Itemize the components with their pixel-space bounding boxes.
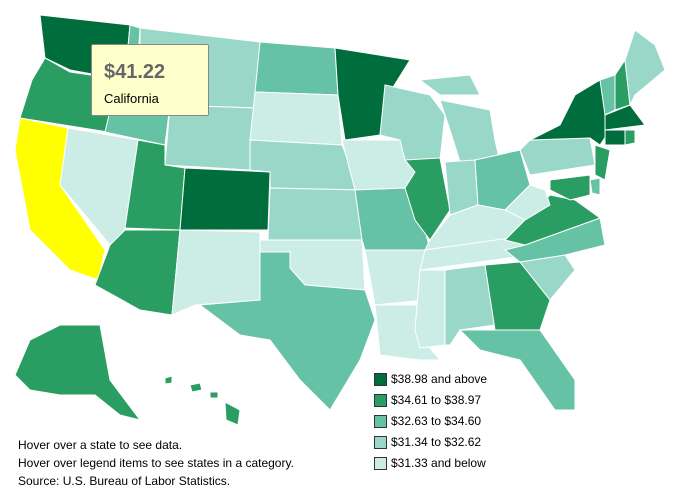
state[interactable] bbox=[604, 129, 626, 146]
state[interactable] bbox=[224, 401, 241, 426]
state[interactable] bbox=[254, 41, 339, 96]
state[interactable] bbox=[189, 382, 203, 393]
state[interactable] bbox=[414, 269, 446, 349]
legend-label: $32.63 to $34.60 bbox=[391, 414, 482, 428]
state[interactable] bbox=[164, 375, 173, 385]
state[interactable] bbox=[209, 391, 219, 399]
legend-item[interactable]: $31.33 and below bbox=[374, 456, 486, 470]
legend-label: $34.61 to $38.97 bbox=[391, 393, 482, 407]
state[interactable] bbox=[484, 261, 551, 331]
legend-swatch bbox=[374, 435, 387, 449]
legend-label: $31.33 and below bbox=[391, 456, 486, 470]
legend-swatch bbox=[374, 456, 387, 470]
tooltip-label: California bbox=[104, 91, 159, 106]
state[interactable] bbox=[418, 74, 481, 96]
legend-swatch bbox=[374, 393, 387, 407]
state[interactable] bbox=[594, 144, 611, 181]
state[interactable] bbox=[604, 104, 646, 131]
state[interactable] bbox=[519, 137, 596, 176]
legend-label: $38.98 and above bbox=[391, 372, 488, 386]
state[interactable] bbox=[179, 167, 271, 231]
tooltip-value: $41.22 bbox=[104, 61, 166, 83]
state[interactable] bbox=[529, 79, 611, 146]
legend-item[interactable]: $32.63 to $34.60 bbox=[374, 414, 481, 428]
legend-item[interactable]: $34.61 to $38.97 bbox=[374, 393, 481, 407]
note: Hover over legend items to see states in… bbox=[18, 456, 294, 470]
note: Hover over a state to see data. bbox=[18, 438, 183, 452]
state[interactable] bbox=[267, 187, 363, 241]
legend-label: $31.34 to $32.62 bbox=[391, 435, 482, 449]
state[interactable] bbox=[589, 177, 601, 196]
legend-item[interactable]: $31.34 to $32.62 bbox=[374, 435, 481, 449]
state[interactable] bbox=[14, 324, 142, 421]
legend-swatch bbox=[374, 372, 387, 386]
state[interactable] bbox=[624, 129, 636, 146]
state[interactable] bbox=[458, 329, 576, 411]
tooltip: $41.22 California bbox=[91, 44, 209, 116]
legend-swatch bbox=[374, 414, 387, 428]
state[interactable] bbox=[504, 184, 551, 221]
note: Source: U.S. Bureau of Labor Statistics. bbox=[18, 474, 231, 488]
state[interactable] bbox=[198, 251, 376, 411]
state[interactable] bbox=[439, 99, 501, 163]
state[interactable] bbox=[403, 157, 451, 241]
state[interactable] bbox=[549, 174, 591, 201]
legend-item[interactable]: $38.98 and above bbox=[374, 372, 487, 386]
state[interactable] bbox=[624, 29, 666, 107]
state[interactable] bbox=[249, 91, 343, 146]
